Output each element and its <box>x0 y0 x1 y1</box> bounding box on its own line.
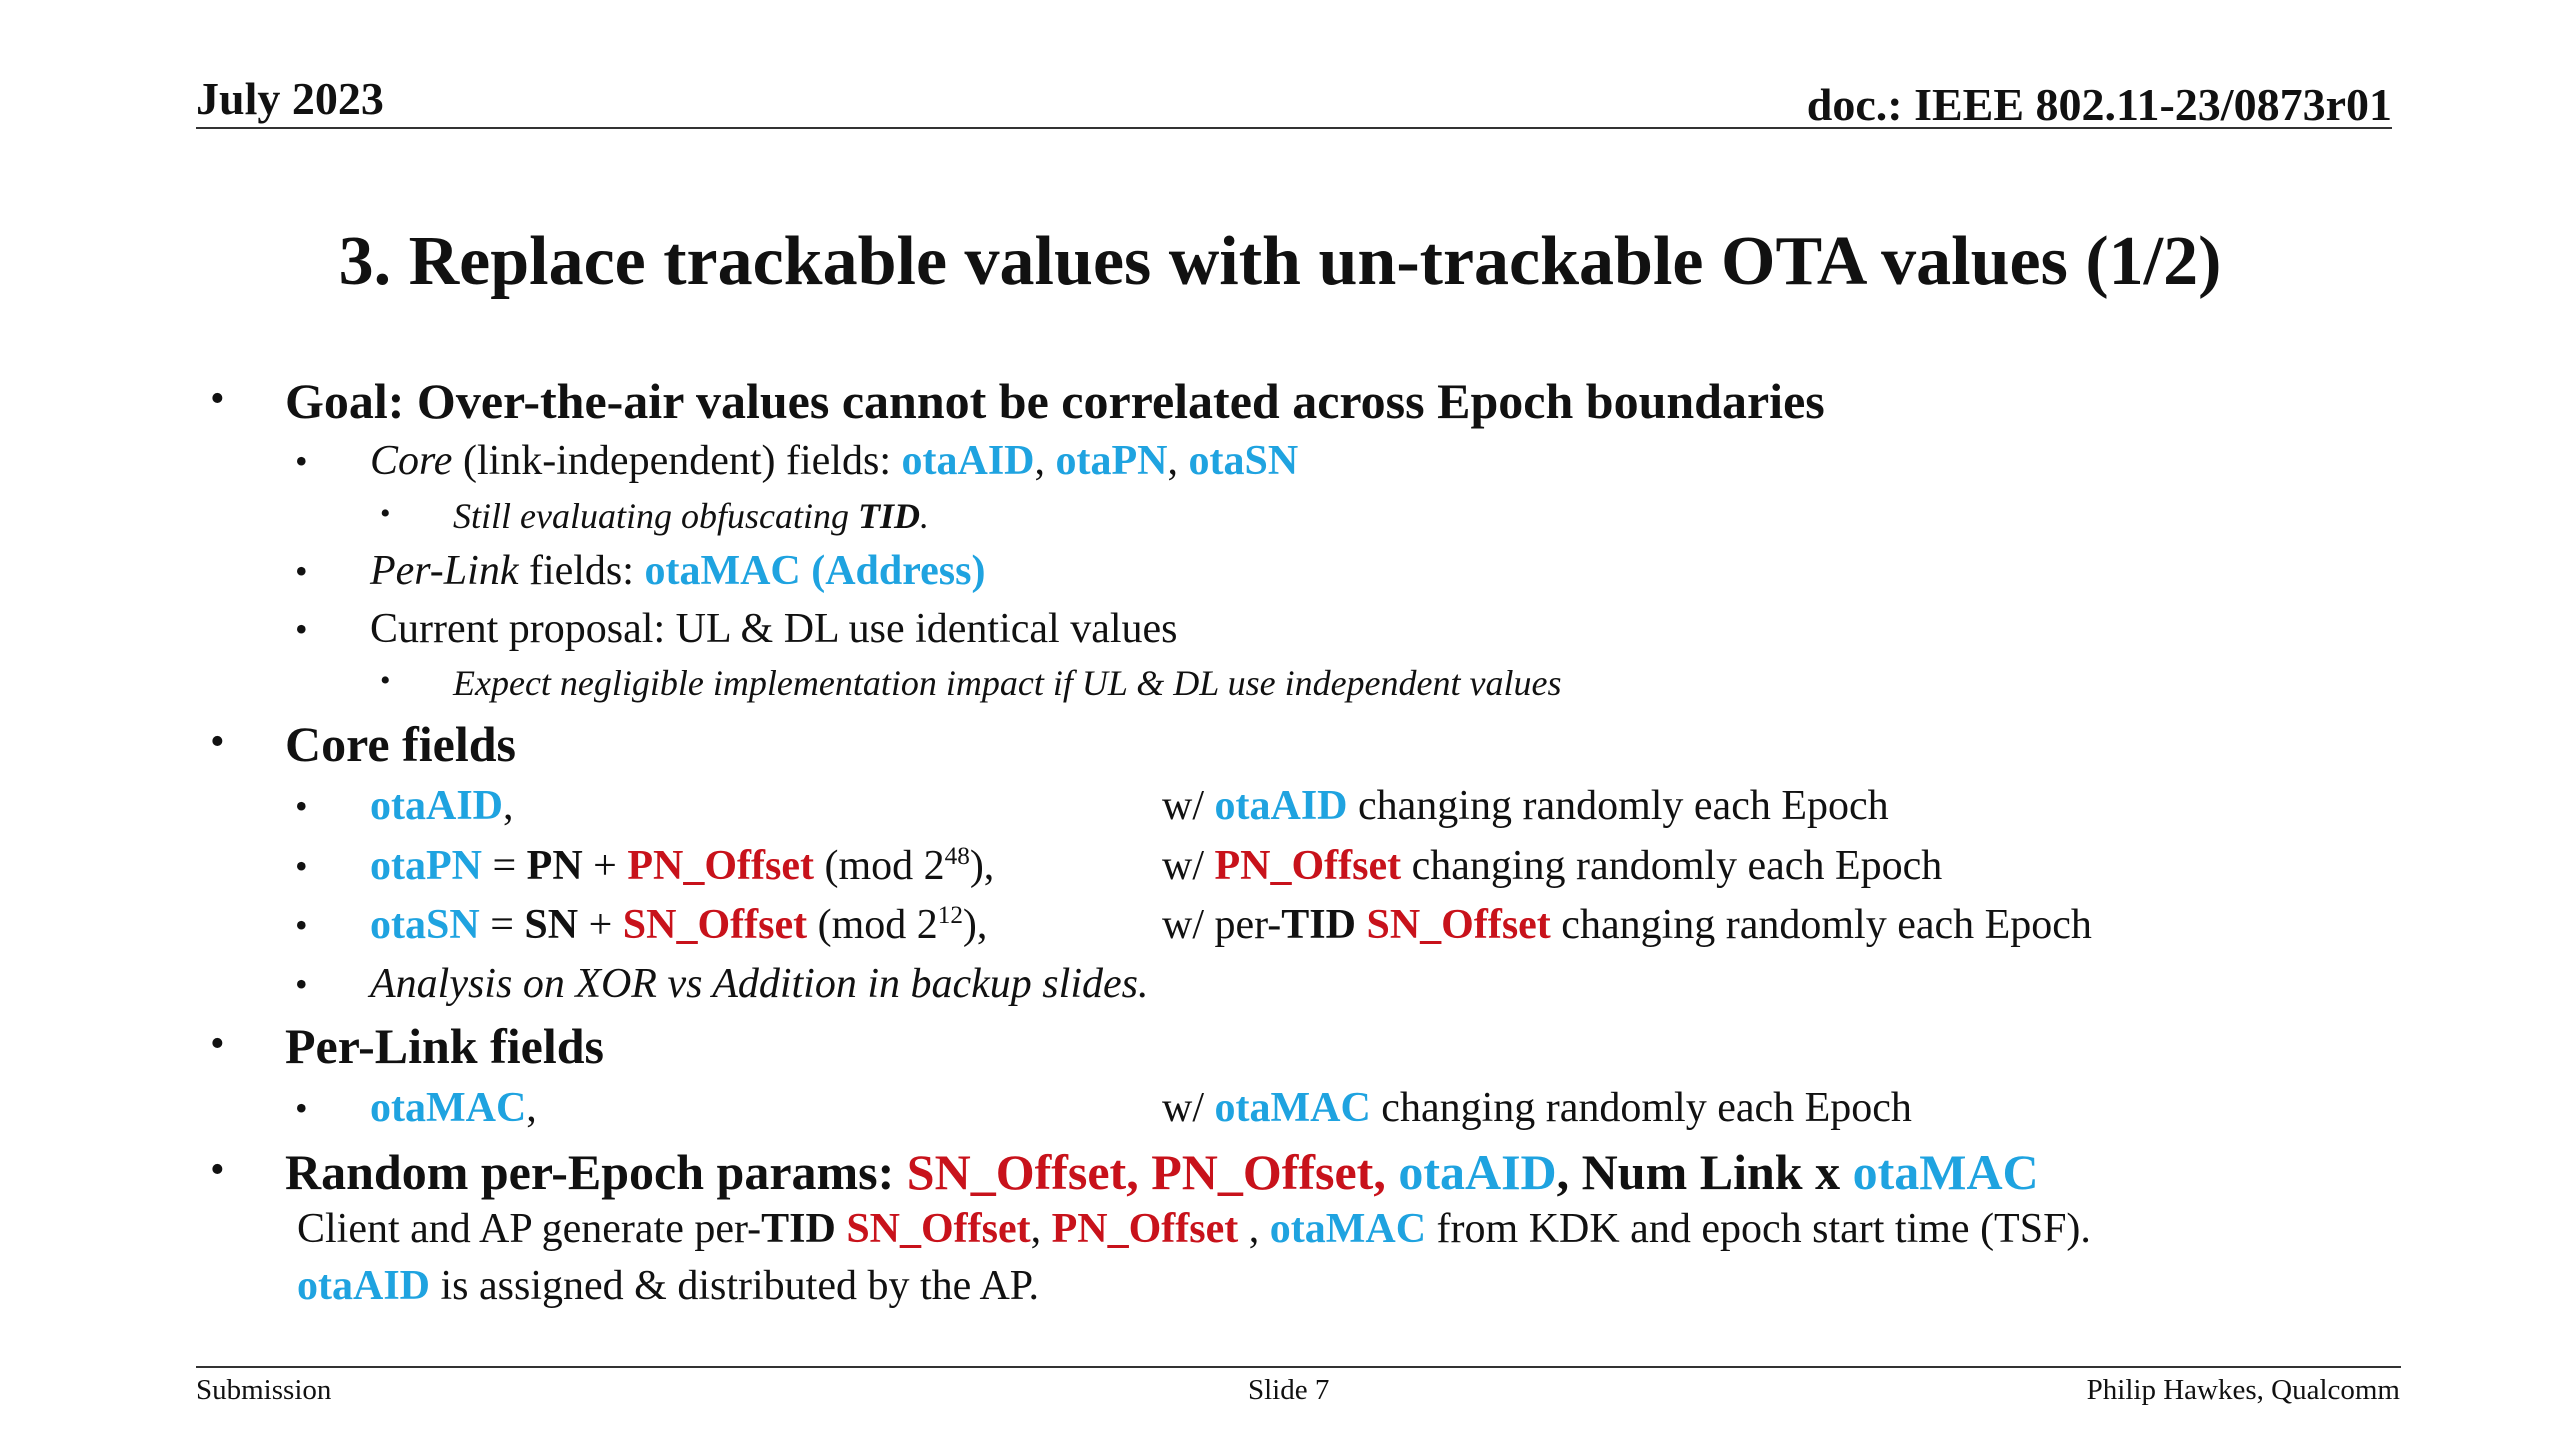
slide-title: 3. Replace trackable values with un-trac… <box>338 223 2222 300</box>
bullet-dot: • <box>295 1088 308 1128</box>
bullet-dot: • <box>380 497 391 530</box>
footer-slide-number: Slide 7 <box>1248 1374 1330 1406</box>
per-link-heading: Per-Link fields <box>285 1018 604 1074</box>
bullet-dot: • <box>295 846 308 886</box>
ota-sn-formula: otaSN = SN + SN_Offset (mod 212), <box>370 902 988 948</box>
ota-aid-name: otaAID, <box>370 783 514 829</box>
bullet-dot: • <box>295 609 308 649</box>
tid-note: Still evaluating obfuscating TID. <box>453 496 929 536</box>
bullet-dot: • <box>295 905 308 945</box>
ota-aid-desc: w/ otaAID changing randomly each Epoch <box>1162 783 1889 829</box>
footer-submission: Submission <box>196 1374 332 1406</box>
bullet-dot: • <box>380 664 391 697</box>
bullet-dot: • <box>210 1147 225 1193</box>
ota-sn-desc: w/ per-TID SN_Offset changing randomly e… <box>1162 902 2092 948</box>
ota-mac-desc: w/ otaMAC changing randomly each Epoch <box>1162 1085 1912 1131</box>
goal-text: Goal: Over-the-air values cannot be corr… <box>285 373 1825 429</box>
bullet-dot: • <box>210 376 225 422</box>
analysis-note: Analysis on XOR vs Addition in backup sl… <box>370 961 1149 1007</box>
bullet-dot: • <box>295 964 308 1004</box>
random-params-line: Random per-Epoch params: SN_Offset, PN_O… <box>285 1144 2039 1200</box>
ota-aid-assigned-line: otaAID is assigned & distributed by the … <box>297 1263 1039 1309</box>
ota-mac-name: otaMAC, <box>370 1085 537 1131</box>
perlink-line: Per-Link fields: otaMAC (Address) <box>370 548 986 594</box>
client-ap-line: Client and AP generate per-TID SN_Offset… <box>297 1206 2091 1252</box>
core-fields-heading: Core fields <box>285 716 516 772</box>
header-doc-id: doc.: IEEE 802.11-23/0873r01 <box>1806 79 2392 130</box>
ota-pn-desc: w/ PN_Offset changing randomly each Epoc… <box>1162 843 1943 889</box>
proposal-line: Current proposal: UL & DL use identical … <box>370 606 1178 652</box>
core-fields-line: Core (link-independent) fields: otaAID, … <box>370 438 1299 484</box>
bullet-dot: • <box>295 441 308 481</box>
footer-rule <box>196 1366 2401 1368</box>
header-rule <box>196 127 2392 129</box>
bullet-dot: • <box>295 551 308 591</box>
header-date: July 2023 <box>196 73 384 124</box>
bullet-dot: • <box>210 719 225 765</box>
bullet-dot: • <box>210 1021 225 1067</box>
ota-pn-formula: otaPN = PN + PN_Offset (mod 248), <box>370 843 995 889</box>
bullet-dot: • <box>295 786 308 826</box>
expect-note: Expect negligible implementation impact … <box>453 663 1562 703</box>
footer-author: Philip Hawkes, Qualcomm <box>2086 1374 2400 1406</box>
